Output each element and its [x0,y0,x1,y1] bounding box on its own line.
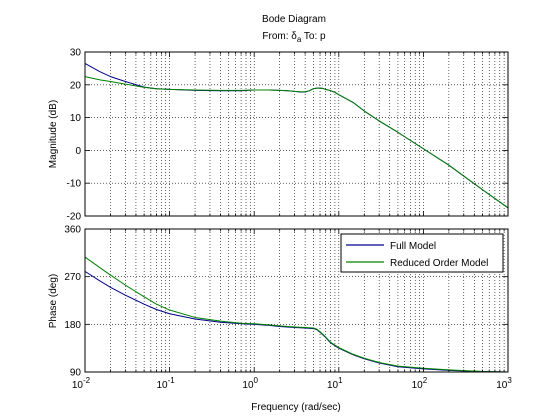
magnitude-axes-box [84,51,509,217]
frequency-tick-label: 102 [412,376,428,391]
phase-ytick-label: 90 [70,368,82,379]
magnitude-ylabel: Magnitude (dB) [48,100,59,168]
magnitude-ytick-label: 20 [70,80,82,91]
phase-ylabel: Phase (deg) [48,274,59,328]
frequency-tick-label: 103 [496,376,512,391]
phase-lines [84,256,509,373]
subtitle-prefix: From: δ [262,31,297,42]
legend-box [340,233,504,273]
phase-line-reduced-order-model [84,256,509,373]
frequency-tick-label: 10-1 [156,376,175,391]
phase-line-full-model [84,270,509,373]
frequency-tick-labels: 10-2 10-1 100 101 102 103 [72,376,512,391]
legend: Full Model Reduced Order Model [340,233,504,273]
phase-ytick-label: 360 [64,225,81,236]
magnitude-axes-background [85,52,508,216]
magnitude-lines [84,63,509,209]
magnitude-grid [85,52,508,216]
phase-ytick-labels: 360 270 180 90 [64,225,81,379]
magnitude-ytick-labels: 30 20 10 0 -10 -20 [67,48,82,223]
subtitle-subscript: a [297,35,302,44]
magnitude-ytick-label: 0 [75,146,81,157]
chart-subtitle: From: δa To: p [262,31,326,44]
subtitle-suffix: To: p [301,31,326,42]
phase-ytick-label: 270 [64,272,81,283]
phase-ticks [84,228,508,373]
magnitude-panel: 30 20 10 0 -10 -20 Magnitude (dB) [48,48,509,223]
frequency-xlabel: Frequency (rad/sec) [251,402,340,413]
chart-title: Bode Diagram [262,14,326,25]
magnitude-line-reduced-order-model [84,76,509,209]
legend-label-reduced-order-model: Reduced Order Model [390,258,488,269]
frequency-tick-label: 10-2 [72,376,91,391]
phase-ytick-label: 180 [64,320,81,331]
phase-panel: 360 270 180 90 10-2 10-1 100 101 102 103 Phase (… [48,225,512,414]
frequency-tick-label: 101 [327,376,343,391]
magnitude-ytick-label: 30 [70,48,82,59]
magnitude-ytick-label: -20 [67,212,82,223]
magnitude-ytick-label: -10 [67,179,82,190]
magnitude-ticks [84,51,508,217]
legend-label-full-model: Full Model [390,241,436,252]
magnitude-ytick-label: 10 [70,113,82,124]
phase-axes-box [84,228,509,373]
frequency-tick-label: 100 [242,376,258,391]
